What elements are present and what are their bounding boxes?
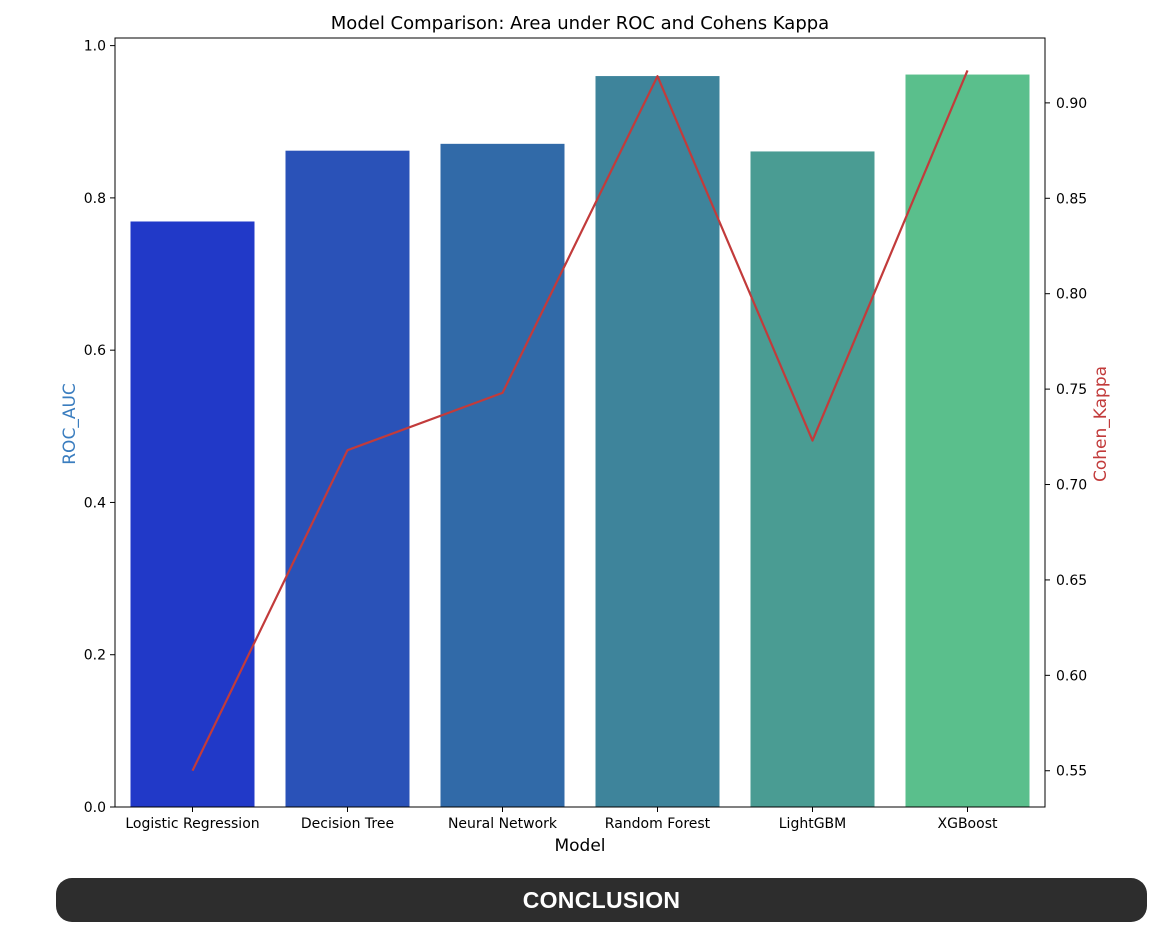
x-tick-label-4: Random Forest — [605, 816, 711, 832]
x-axis: Logistic Regression Decision Tree Neural N… — [125, 807, 998, 832]
bar-6 — [905, 74, 1030, 808]
y-tick-label-left-6: 1.0 — [84, 39, 106, 55]
y-tick-label-right-7: 0.85 — [1056, 191, 1087, 207]
y-tick-label-right-8: 0.90 — [1056, 96, 1087, 112]
y-tick-label-right-5: 0.75 — [1056, 382, 1087, 398]
plot-frame — [114, 37, 1046, 808]
chart-title: Model Comparison: Area under ROC and Coh… — [331, 13, 829, 34]
bar-1 — [130, 221, 255, 807]
conclusion-heading: CONCLUSION — [522, 886, 681, 913]
y-tick-label-right-1: 0.55 — [1056, 764, 1087, 780]
x-tick-label-2: Decision Tree — [301, 816, 394, 832]
y-tick-label-left-3: 0.4 — [84, 495, 106, 511]
kappa-line — [191, 69, 969, 772]
x-tick-label-5: LightGBM — [779, 816, 846, 832]
y-tick-label-right-6: 0.80 — [1056, 287, 1087, 303]
bar-group — [130, 74, 1030, 808]
y-axis-label-right: Cohen_Kappa — [1091, 366, 1111, 482]
conclusion-banner: CONCLUSION — [56, 878, 1147, 922]
kappa-line-group — [191, 69, 969, 772]
y-tick-label-left-5: 0.8 — [84, 191, 106, 207]
y-tick-label-right-4: 0.70 — [1056, 478, 1087, 494]
x-tick-label-1: Logistic Regression — [125, 816, 259, 832]
y-tick-label-left-1: 0.0 — [84, 800, 106, 816]
bar-5 — [750, 151, 875, 807]
y-tick-label-right-3: 0.65 — [1056, 573, 1087, 589]
y-axis-right: 0.55 0.60 0.65 0.70 0.75 0.80 0.85 0.90 — [1045, 96, 1087, 780]
bar-3 — [440, 143, 565, 808]
x-tick-label-6: XGBoost — [938, 816, 998, 832]
y-axis-label-left: ROC_AUC — [60, 383, 80, 465]
x-axis-label: Model — [554, 836, 605, 856]
y-tick-label-left-4: 0.6 — [84, 343, 106, 359]
bar-4 — [595, 76, 720, 807]
bar-2 — [285, 150, 410, 807]
y-tick-label-left-2: 0.2 — [84, 648, 106, 664]
y-tick-label-right-2: 0.60 — [1056, 668, 1087, 684]
x-tick-label-3: Neural Network — [448, 816, 558, 832]
y-axis-left: 0.0 0.2 0.4 0.6 0.8 1.0 — [84, 39, 115, 816]
model-comparison-chart: Model Comparison: Area under ROC and Coh… — [60, 13, 1111, 856]
